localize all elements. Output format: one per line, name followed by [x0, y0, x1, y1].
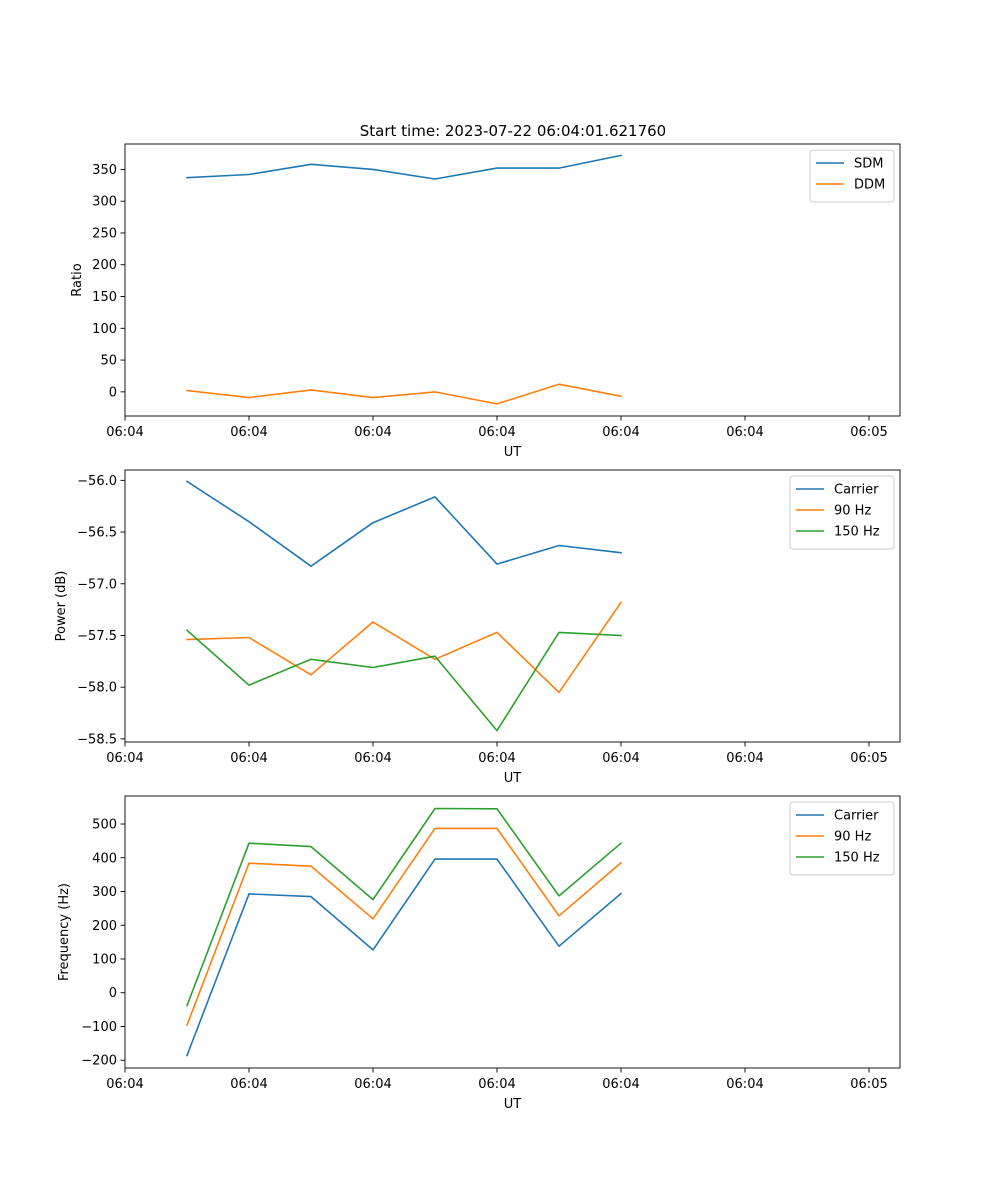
legend-label-90-hz: 90 Hz	[834, 830, 871, 845]
series-line-carrier	[185, 480, 622, 568]
legend-label-sdm: SDM	[854, 157, 883, 172]
axes-frame	[124, 795, 901, 1069]
series-line-carrier	[185, 858, 623, 1057]
x-tick-label: 06:04	[602, 1077, 639, 1092]
x-tick-label: 06:04	[106, 425, 143, 440]
x-tick-label: 06:04	[106, 751, 143, 766]
x-tick-label: 06:04	[478, 751, 515, 766]
y-tick-label: 300	[92, 195, 117, 210]
x-axis-label: UT	[504, 1097, 522, 1112]
x-tick-label: 06:05	[850, 425, 887, 440]
x-tick-label: 06:04	[602, 751, 639, 766]
x-tick-label: 06:04	[602, 425, 639, 440]
y-tick-label: −57.5	[77, 629, 117, 644]
y-tick-label: 400	[92, 851, 117, 866]
x-tick-label: 06:04	[726, 751, 763, 766]
y-tick-label: −56.5	[77, 526, 117, 541]
chart-3: 06:04 06:04 06:04 06:04 06:04 06:04 06:05 −200 −…	[57, 795, 901, 1112]
legend: SDM DDM	[809, 149, 895, 203]
y-tick-label: 350	[92, 163, 117, 178]
y-axis-label: Frequency (Hz)	[57, 883, 72, 981]
y-tick-label: −56.0	[77, 474, 117, 489]
y-tick-label: 200	[92, 919, 117, 934]
legend-label-carrier: Carrier	[834, 483, 879, 498]
x-tick-label: 06:04	[726, 425, 763, 440]
charts-container: 06:04 06:04 06:04 06:04 06:04 06:04 06:05 0 50 10…	[54, 143, 901, 1112]
x-axis-label: UT	[504, 445, 522, 460]
y-tick-label: −58.5	[77, 732, 117, 747]
x-tick-label: 06:04	[478, 425, 515, 440]
legend-label-150-hz: 150 Hz	[834, 525, 880, 540]
y-tick-label: 50	[100, 354, 117, 369]
legend-label-carrier: Carrier	[834, 809, 879, 824]
x-tick-label: 06:04	[354, 1077, 391, 1092]
y-tick-label: −200	[81, 1054, 117, 1069]
y-tick-label: 100	[92, 952, 117, 967]
chart-1: 06:04 06:04 06:04 06:04 06:04 06:04 06:05 0 50 10…	[70, 143, 901, 460]
series-line-90-hz	[186, 601, 623, 694]
y-tick-label: 500	[92, 818, 117, 833]
legend-label-90-hz: 90 Hz	[834, 504, 871, 519]
y-tick-label: 0	[109, 986, 117, 1001]
y-tick-label: 200	[92, 258, 117, 273]
y-tick-label: −100	[81, 1020, 117, 1035]
x-tick-label: 06:05	[850, 751, 887, 766]
x-axis-label: UT	[504, 771, 522, 786]
legend: Carrier 90 Hz 150 Hz	[789, 801, 895, 876]
x-tick-label: 06:04	[354, 425, 391, 440]
series-line-150-hz	[185, 629, 622, 732]
x-tick-label: 06:04	[354, 751, 391, 766]
y-tick-label: 300	[92, 885, 117, 900]
y-tick-label: −58.0	[77, 681, 117, 696]
x-tick-label: 06:04	[230, 751, 267, 766]
y-tick-label: 150	[92, 290, 117, 305]
axes-frame	[124, 469, 901, 743]
y-tick-label: −57.0	[77, 577, 117, 592]
y-tick-label: 100	[92, 322, 117, 337]
y-tick-label: 250	[92, 226, 117, 241]
x-tick-label: 06:04	[230, 1077, 267, 1092]
series-line-sdm	[186, 154, 622, 180]
series-line-150-hz	[185, 807, 623, 1007]
x-tick-label: 06:05	[850, 1077, 887, 1092]
y-tick-label: 0	[109, 385, 117, 400]
chart-2: 06:04 06:04 06:04 06:04 06:04 06:04 06:05 −58.5…	[54, 469, 901, 786]
series-line-ddm	[186, 383, 622, 405]
x-tick-label: 06:04	[726, 1077, 763, 1092]
figure-title: Start time: 2023-07-22 06:04:01.621760	[360, 122, 666, 140]
legend-label-150-hz: 150 Hz	[834, 851, 880, 866]
legend: Carrier 90 Hz 150 Hz	[789, 475, 895, 550]
series-line-90-hz	[185, 827, 623, 1027]
axes-frame	[124, 143, 901, 417]
x-tick-label: 06:04	[230, 425, 267, 440]
x-tick-label: 06:04	[106, 1077, 143, 1092]
y-axis-label: Power (dB)	[54, 571, 69, 642]
x-tick-label: 06:04	[478, 1077, 515, 1092]
y-axis-label: Ratio	[70, 263, 85, 296]
legend-label-ddm: DDM	[854, 178, 885, 193]
